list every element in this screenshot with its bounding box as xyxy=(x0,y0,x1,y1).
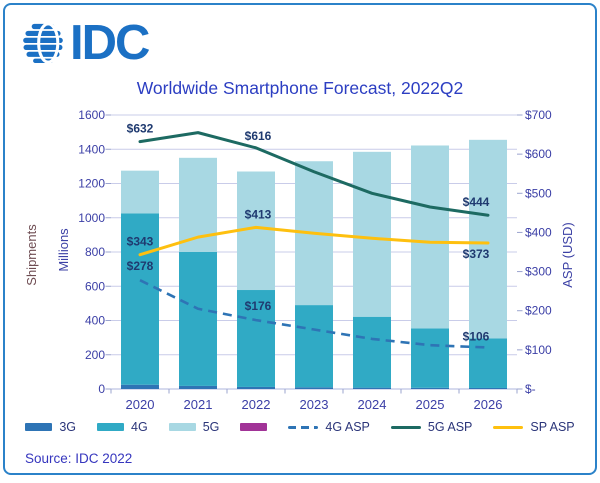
bar-2023-3g xyxy=(295,387,333,389)
left-axis-tick-label: 1600 xyxy=(78,108,105,122)
bar-2020-5g xyxy=(121,171,159,214)
left-axis-tick-label: 1200 xyxy=(78,177,105,191)
legend-swatch xyxy=(169,423,196,431)
chart-legend: 3G 4G 5G 4G ASP 5G ASP SP ASP xyxy=(5,420,595,434)
left-axis-tick-label: 400 xyxy=(85,314,105,328)
right-axis-tick-label: $200 xyxy=(525,304,552,318)
right-axis-tick-label: $- xyxy=(525,382,536,396)
data-label-106: $106 xyxy=(463,330,490,344)
legend-item-4g: 4G xyxy=(97,420,148,434)
legend-label: 4G xyxy=(131,420,148,434)
bar-2025-3g xyxy=(411,388,449,389)
legend-label: 4G ASP xyxy=(325,420,369,434)
left-axis-tick-label: 800 xyxy=(85,245,105,259)
x-axis-label: 2025 xyxy=(416,397,445,412)
legend-item-sp-asp: SP ASP xyxy=(493,420,574,434)
right-axis-title: ASP (USD) xyxy=(560,222,575,288)
left-axis-tick-label: 1400 xyxy=(78,142,105,156)
legend-label: SP ASP xyxy=(530,420,574,434)
left-axis-tick-label: 1000 xyxy=(78,211,105,225)
bar-2024-4g xyxy=(353,317,391,388)
bar-2020-3g xyxy=(121,385,159,389)
x-axis-label: 2026 xyxy=(474,397,503,412)
bar-2026-4g xyxy=(469,338,507,388)
data-label-176: $176 xyxy=(245,299,272,313)
x-axis-label: 2022 xyxy=(242,397,271,412)
left-axis-unit-label: Millions xyxy=(56,228,71,272)
legend-item-5g: 5G xyxy=(169,420,220,434)
right-axis-tick-label: $600 xyxy=(525,147,552,161)
legend-swatch xyxy=(25,423,52,431)
left-axis-title: Shipments xyxy=(24,224,39,286)
right-axis-tick-label: $300 xyxy=(525,265,552,279)
legend-swatch xyxy=(288,426,318,429)
legend-swatch xyxy=(493,426,523,429)
right-axis-tick-label: $100 xyxy=(525,343,552,357)
right-axis-tick-label: $700 xyxy=(525,108,552,122)
right-axis-tick-label: $400 xyxy=(525,225,552,239)
bar-2024-5g xyxy=(353,152,391,317)
x-axis-label: 2020 xyxy=(126,397,155,412)
legend-item-3g: 3G xyxy=(25,420,76,434)
left-axis-tick-label: 200 xyxy=(85,348,105,362)
legend-item-4g-asp: 4G ASP xyxy=(288,420,369,434)
left-axis-tick-label: 600 xyxy=(85,279,105,293)
bar-2024-3g xyxy=(353,388,391,389)
legend-swatch xyxy=(97,423,124,431)
bar-2026-3g xyxy=(469,388,507,389)
source-note: Source: IDC 2022 xyxy=(25,451,132,466)
data-label-616: $616 xyxy=(245,129,272,143)
smartphone-forecast-combo-chart: 0 200 400 600 800 1000 1200 1400 1600 $- $100 $200 $… xyxy=(5,5,600,483)
bar-2023-4g xyxy=(295,305,333,387)
right-axis-tick-label: $500 xyxy=(525,186,552,200)
left-axis-tick-label: 0 xyxy=(98,382,105,396)
data-label-343: $343 xyxy=(127,235,154,249)
legend-item-5g-asp: 5G ASP xyxy=(391,420,472,434)
x-axis-label: 2024 xyxy=(358,397,387,412)
legend-label: 5G ASP xyxy=(428,420,472,434)
legend-label: 3G xyxy=(59,420,76,434)
bar-2025-5g xyxy=(411,145,449,328)
x-axis-label: 2021 xyxy=(184,397,213,412)
data-label-444: $444 xyxy=(463,195,490,209)
page-frame: IDC Worldwide Smartphone Forecast, 2022Q… xyxy=(3,3,597,475)
bar-2021-4g xyxy=(179,252,217,386)
bar-2021-3g xyxy=(179,386,217,389)
x-axis-label: 2023 xyxy=(300,397,329,412)
bar-2026-5g xyxy=(469,140,507,338)
legend-label: 5G xyxy=(203,420,220,434)
legend-swatch xyxy=(391,426,421,429)
data-label-413: $413 xyxy=(245,207,272,221)
data-label-632: $632 xyxy=(127,122,154,136)
data-label-373: $373 xyxy=(463,247,490,261)
legend-swatch xyxy=(240,423,267,431)
legend-item-unlabeled xyxy=(240,423,267,431)
data-label-278: $278 xyxy=(127,259,154,273)
bar-2022-3g xyxy=(237,387,275,389)
bar-2025-4g xyxy=(411,328,449,387)
